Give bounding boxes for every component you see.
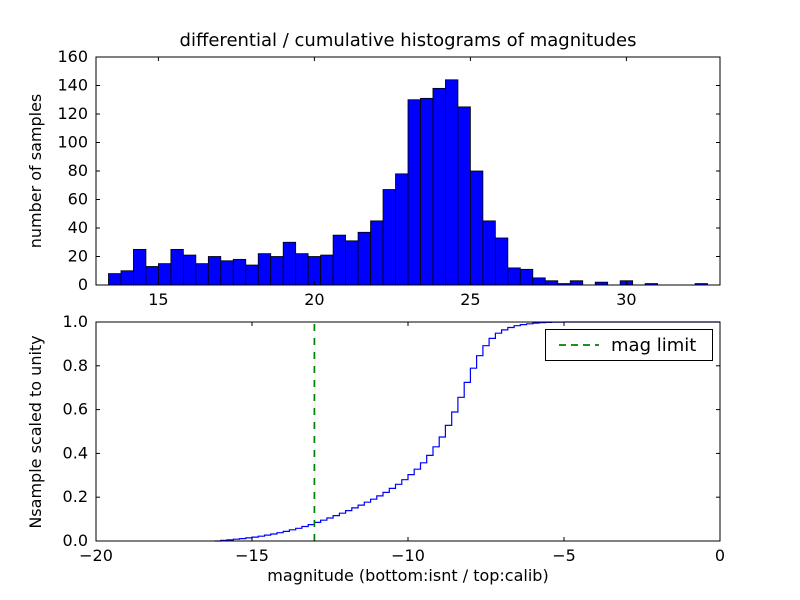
histogram-bar [270,256,284,286]
histogram-bar [457,106,471,286]
top-ytick-label: 160 [57,47,88,66]
bottom-xtick-label: −15 [235,546,269,565]
histogram-bar [507,267,521,286]
histogram-bar [357,231,371,286]
histogram-bar [245,264,259,286]
histogram-bar [445,79,459,286]
histogram-bar [519,268,534,286]
histogram-bar [420,97,434,286]
top-xtick-label: 15 [148,290,168,309]
bottom-ytick-label: 0.8 [63,356,88,375]
top-ytick-label: 60 [68,190,88,209]
histogram-bar [170,248,184,286]
histogram-bar [432,87,446,286]
top-ytick-label: 0 [78,275,88,294]
histogram-bar [382,189,396,286]
histogram-bar [232,258,247,286]
figure-title: differential / cumulative histograms of … [179,30,637,51]
histogram-bar [133,248,147,286]
histogram-bar [145,266,159,286]
histogram-bar [332,234,346,286]
histogram-bar [395,173,409,286]
top-ytick-label: 140 [57,76,88,95]
histogram-bar [182,254,197,286]
bottom-xtick-label: −20 [79,546,113,565]
histogram-bar [307,256,322,286]
bottom-ytick-label: 0.2 [63,487,88,506]
histogram-bar [407,99,421,286]
bottom-xtick-label: −10 [391,546,425,565]
histogram-bar [532,277,546,286]
histogram-bar [120,270,134,286]
bottom-ylabel: Nsample scaled to unity [26,335,45,529]
bottom-ytick-label: 0.6 [63,400,88,419]
histogram-bar [482,220,496,286]
legend-dashed-line-sample [559,344,599,346]
bottom-xtick-label: 0 [715,546,725,565]
top-ytick-label: 120 [57,104,88,123]
legend-label: mag limit [611,334,697,356]
top-ytick-label: 100 [57,133,88,152]
top-ylabel: number of samples [26,93,45,249]
histogram-bar [569,280,584,286]
cumulative-step-line [214,321,720,542]
histogram-bar [195,263,209,286]
bottom-ytick-label: 0.4 [63,443,88,462]
top-ytick-label: 40 [68,218,88,237]
top-xtick-label: 25 [460,290,480,309]
top-xtick-label: 30 [616,290,636,309]
top-xtick-label: 20 [304,290,324,309]
histogram-bar [157,263,172,286]
histogram-bar [108,273,122,286]
top-ytick-label: 80 [68,161,88,180]
bottom-ytick-label: 0.0 [63,531,88,550]
histogram-bar [345,240,359,286]
histogram-bar [494,237,509,286]
histogram-bar [207,256,222,286]
x-axis-label: magnitude (bottom:isnt / top:calib) [267,566,549,585]
histogram-bar [282,241,297,286]
histogram-bar [220,260,234,286]
histogram-bar [295,253,309,286]
histogram-bar [320,254,334,286]
top-ytick-label: 20 [68,247,88,266]
histogram-bar [469,170,484,286]
legend: mag limit [545,329,713,361]
bottom-xtick-label: −5 [552,546,576,565]
histogram-bar [257,253,272,286]
histogram-bar [370,220,384,286]
bottom-ytick-label: 1.0 [63,312,88,331]
histogram-bar [544,280,559,286]
